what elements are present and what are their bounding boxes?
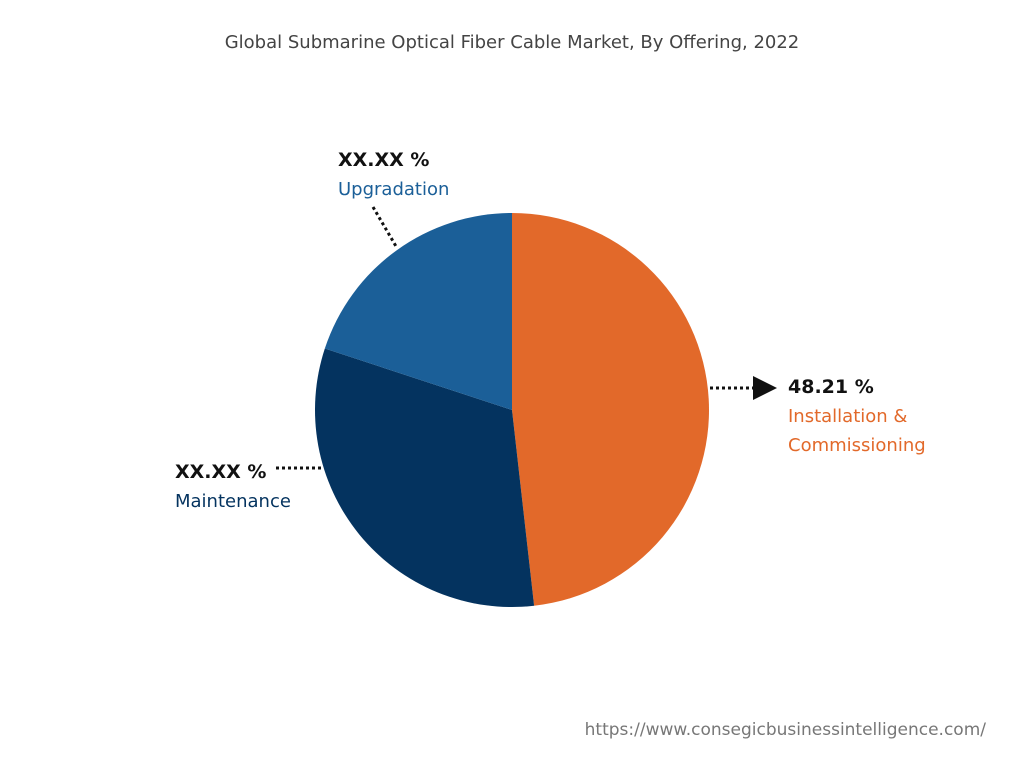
pie-slice [512, 213, 710, 606]
pie-slice [324, 213, 512, 410]
value-label: 48.21 % [788, 376, 874, 398]
leader-line [371, 206, 399, 249]
legend-label: Upgradation [338, 179, 450, 200]
pie-slice [314, 348, 535, 607]
value-label: XX.XX % [175, 461, 267, 483]
source-url: https://www.consegicbusinessintelligence… [584, 720, 986, 740]
legend-label: Maintenance [175, 491, 291, 512]
value-label: XX.XX % [338, 149, 430, 171]
legend-label: Installation & Commissioning [788, 406, 926, 456]
chart-title: Global Submarine Optical Fiber Cable Mar… [224, 32, 800, 53]
